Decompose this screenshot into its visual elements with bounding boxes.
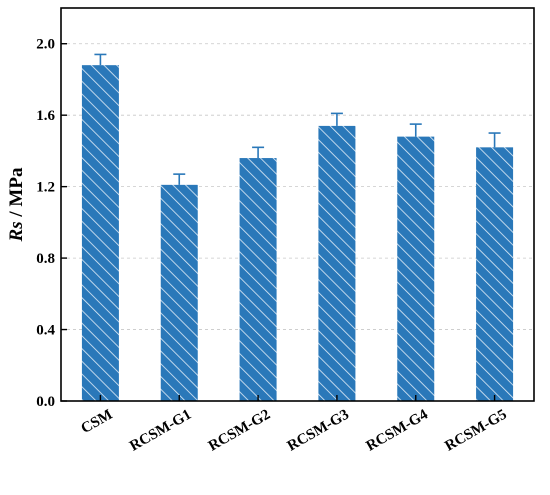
- gridlines: [61, 43, 534, 330]
- y-tick-label: 2.0: [36, 37, 55, 53]
- y-tick-label: 0.4: [36, 323, 55, 339]
- bar: [397, 136, 435, 402]
- bar: [476, 147, 514, 401]
- bar: [318, 125, 356, 402]
- bars: [81, 65, 514, 402]
- y-tick-label: 0.8: [36, 251, 55, 267]
- bar: [239, 158, 277, 401]
- x-tick-label: RCSM-G3: [285, 407, 352, 455]
- x-tick-label: CSM: [79, 407, 116, 438]
- x-axis-ticks: CSM RCSM-G1 RCSM-G2 RCSM-G3 RCSM-G4 RCSM-G5: [79, 395, 510, 455]
- plot-frame: [60, 7, 535, 402]
- y-tick-label: 0.0: [36, 394, 55, 410]
- bar: [160, 184, 198, 401]
- y-axis-label-unit: / MPa: [6, 167, 27, 221]
- x-tick-label: RCSM-G1: [127, 407, 194, 455]
- x-tick-label: RCSM-G5: [442, 407, 509, 455]
- y-axis-label-symbol: Rs: [6, 221, 27, 242]
- x-tick-label: RCSM-G4: [364, 406, 432, 454]
- y-axis-ticks: 0.0 0.4 0.8 1.2 1.6 2.0: [36, 37, 67, 410]
- y-tick-label: 1.6: [36, 108, 55, 124]
- y-axis-label: Rs / MPa: [6, 167, 27, 242]
- x-tick-label: RCSM-G2: [206, 407, 273, 455]
- error-bars: [94, 53, 501, 185]
- bar: [81, 65, 119, 401]
- y-tick-label: 1.2: [36, 180, 55, 196]
